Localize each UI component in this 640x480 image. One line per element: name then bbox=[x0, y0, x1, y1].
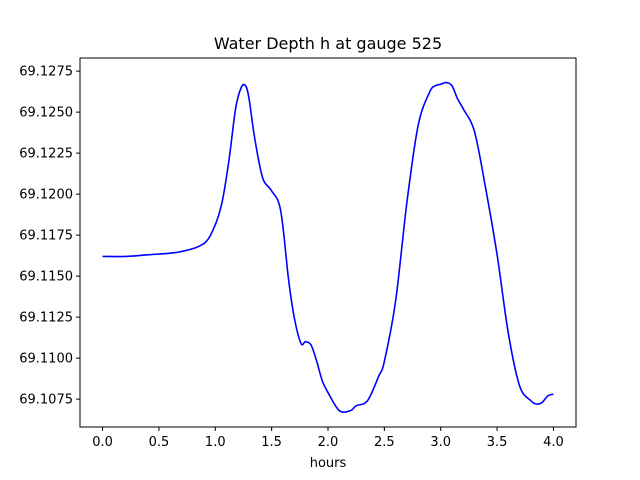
x-tick-label: 1.0 bbox=[205, 435, 226, 450]
y-tick-label: 69.1275 bbox=[19, 65, 73, 80]
plot-frame bbox=[79, 57, 577, 428]
y-tick-label: 69.1125 bbox=[19, 311, 73, 326]
series-line-0 bbox=[102, 81, 554, 413]
x-tick-label: 3.5 bbox=[487, 435, 508, 450]
y-tick-label: 69.1225 bbox=[19, 147, 73, 162]
y-tick-label: 69.1075 bbox=[19, 393, 73, 408]
y-tick-label: 69.1250 bbox=[19, 106, 73, 121]
x-tick-label: 2.0 bbox=[318, 435, 339, 450]
x-tick-label: 0.5 bbox=[149, 435, 170, 450]
series-layer bbox=[102, 81, 554, 413]
x-tick-label: 4.0 bbox=[543, 435, 564, 450]
x-axis-label: hours bbox=[310, 456, 347, 471]
x-tick-label: 0.0 bbox=[92, 435, 113, 450]
x-axis: 0.0 0.5 1.0 1.5 2.0 2.5 3.0 3.5 4.0 bbox=[92, 427, 564, 450]
y-axis: 69.1075 69.1100 69.1125 69.1150 69.1175 69.12… bbox=[19, 65, 80, 408]
chart-title: Water Depth h at gauge 525 bbox=[214, 34, 442, 53]
y-tick-label: 69.1200 bbox=[19, 188, 73, 203]
y-tick-label: 69.1150 bbox=[19, 270, 73, 285]
x-tick-label: 3.0 bbox=[430, 435, 451, 450]
x-tick-label: 2.5 bbox=[374, 435, 395, 450]
y-tick-label: 69.1100 bbox=[19, 352, 73, 367]
x-tick-label: 1.5 bbox=[261, 435, 282, 450]
y-tick-label: 69.1175 bbox=[19, 229, 73, 244]
